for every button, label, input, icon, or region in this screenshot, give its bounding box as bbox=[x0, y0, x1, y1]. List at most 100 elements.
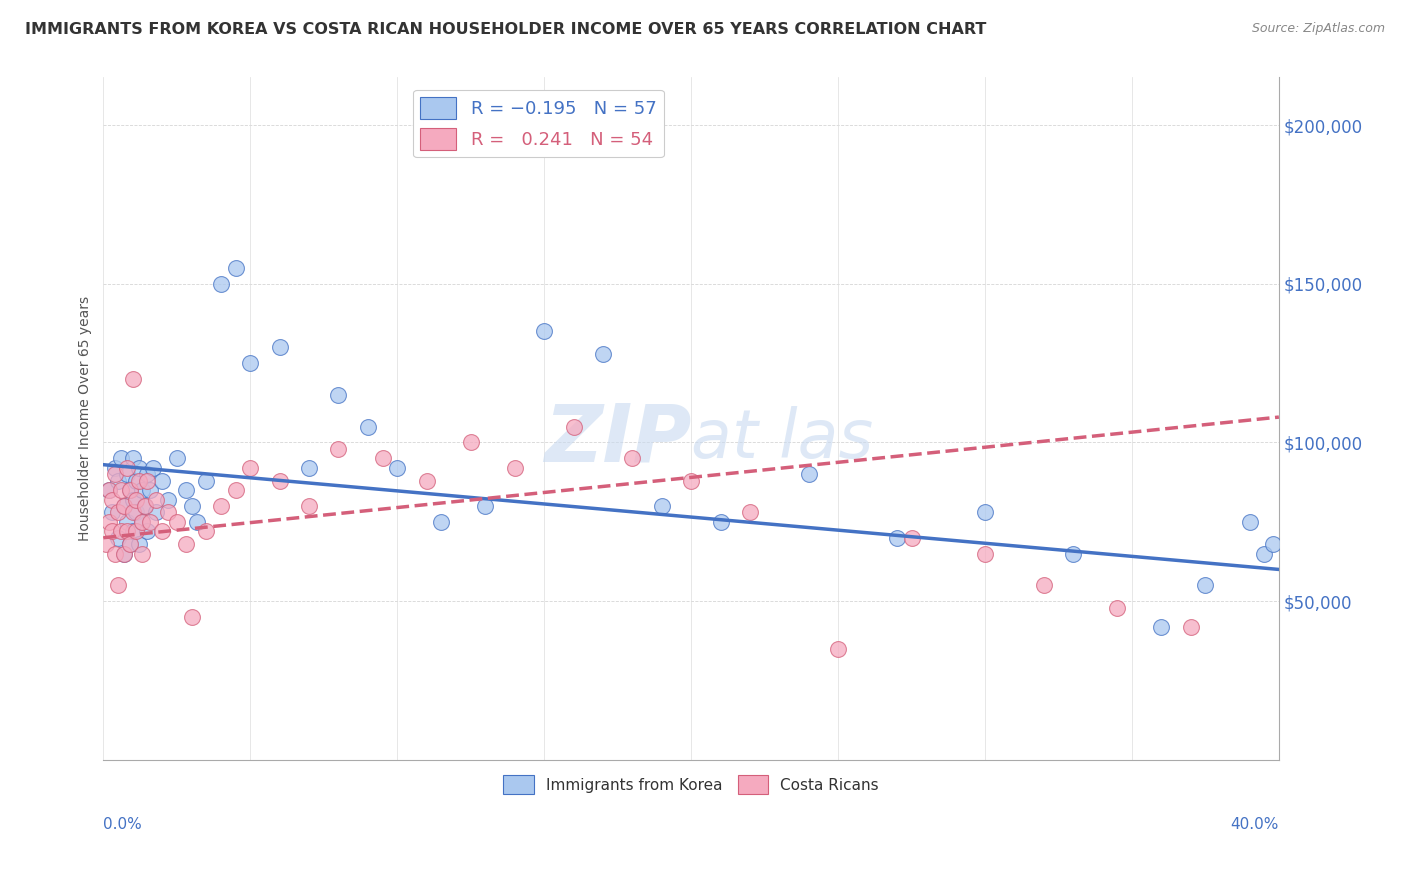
Point bbox=[592, 346, 614, 360]
Point bbox=[166, 451, 188, 466]
Point bbox=[96, 537, 118, 551]
Point bbox=[115, 524, 138, 539]
Point bbox=[136, 467, 159, 482]
Point bbox=[328, 442, 350, 456]
Point bbox=[681, 474, 703, 488]
Point bbox=[110, 524, 132, 539]
Point bbox=[1261, 537, 1284, 551]
Point bbox=[239, 461, 262, 475]
Point bbox=[1062, 547, 1084, 561]
Point bbox=[797, 467, 820, 482]
Point bbox=[121, 492, 143, 507]
Point bbox=[209, 277, 232, 291]
Point bbox=[131, 515, 153, 529]
Text: 0.0%: 0.0% bbox=[104, 817, 142, 832]
Point bbox=[225, 260, 247, 275]
Point bbox=[1194, 578, 1216, 592]
Point bbox=[110, 451, 132, 466]
Point bbox=[121, 524, 143, 539]
Point bbox=[180, 499, 202, 513]
Point bbox=[112, 547, 135, 561]
Point bbox=[415, 474, 437, 488]
Point bbox=[128, 537, 150, 551]
Point bbox=[328, 388, 350, 402]
Text: 40.0%: 40.0% bbox=[1230, 817, 1279, 832]
Point bbox=[1150, 619, 1173, 633]
Point bbox=[121, 451, 143, 466]
Point bbox=[107, 578, 129, 592]
Point bbox=[1107, 600, 1129, 615]
Point bbox=[115, 461, 138, 475]
Point bbox=[503, 461, 526, 475]
Point bbox=[371, 451, 394, 466]
Point bbox=[134, 499, 156, 513]
Legend: Immigrants from Korea, Costa Ricans: Immigrants from Korea, Costa Ricans bbox=[498, 769, 886, 800]
Point bbox=[1239, 515, 1261, 529]
Point bbox=[134, 499, 156, 513]
Point bbox=[145, 492, 167, 507]
Point bbox=[125, 505, 148, 519]
Point bbox=[98, 483, 121, 497]
Point bbox=[886, 531, 908, 545]
Point bbox=[1180, 619, 1202, 633]
Point bbox=[974, 505, 997, 519]
Point bbox=[239, 356, 262, 370]
Point bbox=[115, 467, 138, 482]
Point bbox=[430, 515, 453, 529]
Point bbox=[101, 492, 124, 507]
Point bbox=[900, 531, 922, 545]
Point bbox=[298, 461, 321, 475]
Point bbox=[101, 524, 124, 539]
Point bbox=[104, 467, 127, 482]
Point bbox=[98, 483, 121, 497]
Point bbox=[104, 547, 127, 561]
Point bbox=[139, 515, 162, 529]
Point bbox=[98, 515, 121, 529]
Point bbox=[118, 537, 141, 551]
Point bbox=[136, 524, 159, 539]
Point bbox=[112, 547, 135, 561]
Point bbox=[125, 474, 148, 488]
Point bbox=[125, 524, 148, 539]
Point bbox=[562, 419, 585, 434]
Point bbox=[195, 474, 218, 488]
Point bbox=[474, 499, 496, 513]
Point bbox=[166, 515, 188, 529]
Point bbox=[186, 515, 208, 529]
Point bbox=[128, 474, 150, 488]
Point bbox=[128, 461, 150, 475]
Point bbox=[145, 505, 167, 519]
Point bbox=[738, 505, 761, 519]
Point bbox=[157, 505, 180, 519]
Point bbox=[150, 524, 173, 539]
Point bbox=[1032, 578, 1054, 592]
Point bbox=[118, 483, 141, 497]
Point bbox=[101, 505, 124, 519]
Point bbox=[131, 483, 153, 497]
Point bbox=[651, 499, 673, 513]
Text: ZIP: ZIP bbox=[544, 401, 692, 478]
Point bbox=[139, 483, 162, 497]
Point bbox=[974, 547, 997, 561]
Point bbox=[150, 474, 173, 488]
Point bbox=[107, 505, 129, 519]
Point bbox=[110, 483, 132, 497]
Y-axis label: Householder Income Over 65 years: Householder Income Over 65 years bbox=[79, 296, 93, 541]
Point bbox=[709, 515, 731, 529]
Point bbox=[357, 419, 380, 434]
Point bbox=[460, 435, 482, 450]
Point bbox=[533, 324, 555, 338]
Point bbox=[104, 461, 127, 475]
Point bbox=[180, 610, 202, 624]
Point bbox=[1253, 547, 1275, 561]
Text: IMMIGRANTS FROM KOREA VS COSTA RICAN HOUSEHOLDER INCOME OVER 65 YEARS CORRELATIO: IMMIGRANTS FROM KOREA VS COSTA RICAN HOU… bbox=[25, 22, 987, 37]
Text: at las: at las bbox=[692, 406, 873, 472]
Point bbox=[174, 483, 197, 497]
Point bbox=[269, 340, 291, 354]
Point bbox=[269, 474, 291, 488]
Point bbox=[131, 547, 153, 561]
Point bbox=[125, 492, 148, 507]
Point bbox=[387, 461, 409, 475]
Point bbox=[174, 537, 197, 551]
Point bbox=[121, 372, 143, 386]
